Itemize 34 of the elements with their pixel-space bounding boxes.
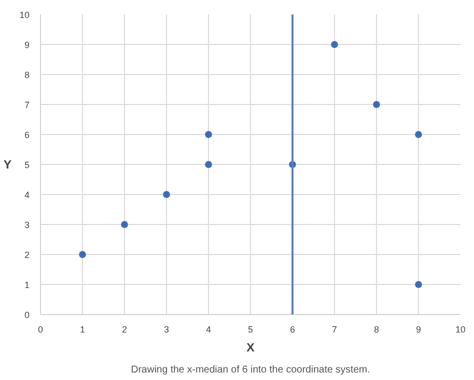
point (415, 131, 422, 138)
y-tick-label: 3 (24, 220, 30, 230)
x-tick-label: 3 (164, 324, 170, 334)
y-tick-label: 0 (24, 310, 30, 320)
text: Drawing the x-median of 6 into the coordinate system. (130, 364, 370, 376)
point (205, 131, 212, 138)
y-tick-label: 7 (24, 100, 30, 110)
point (331, 41, 338, 48)
x-tick-label: 5 (248, 324, 254, 334)
y-tick-label: 10 (19, 10, 30, 20)
y-axis-title: Y (3, 158, 12, 172)
x-tick-label: 8 (374, 324, 380, 334)
x-axis-title: X (246, 340, 255, 354)
x-tick-label: 9 (416, 324, 422, 334)
point (121, 221, 128, 228)
y-tick-label: 9 (24, 40, 30, 50)
x-tick-label: 7 (332, 324, 338, 334)
point (163, 191, 170, 198)
y-tick-label: 2 (24, 250, 30, 260)
point (79, 251, 86, 258)
x-tick-label: 6 (290, 324, 296, 334)
x-tick-label: 4 (206, 324, 212, 334)
y-tick-label: 8 (24, 70, 30, 80)
y-tick-label: 6 (24, 130, 30, 140)
y-tick-label: 4 (24, 190, 30, 200)
x-tick-label: 2 (122, 324, 128, 334)
y-tick-label: 5 (24, 160, 30, 170)
y-tick-label: 1 (24, 280, 30, 290)
x-tick-label: 1 (80, 324, 86, 334)
point (205, 161, 212, 168)
x-tick-label: 0 (38, 324, 44, 334)
point (373, 101, 380, 108)
point (415, 281, 422, 288)
x-tick-label: 10 (455, 324, 466, 334)
